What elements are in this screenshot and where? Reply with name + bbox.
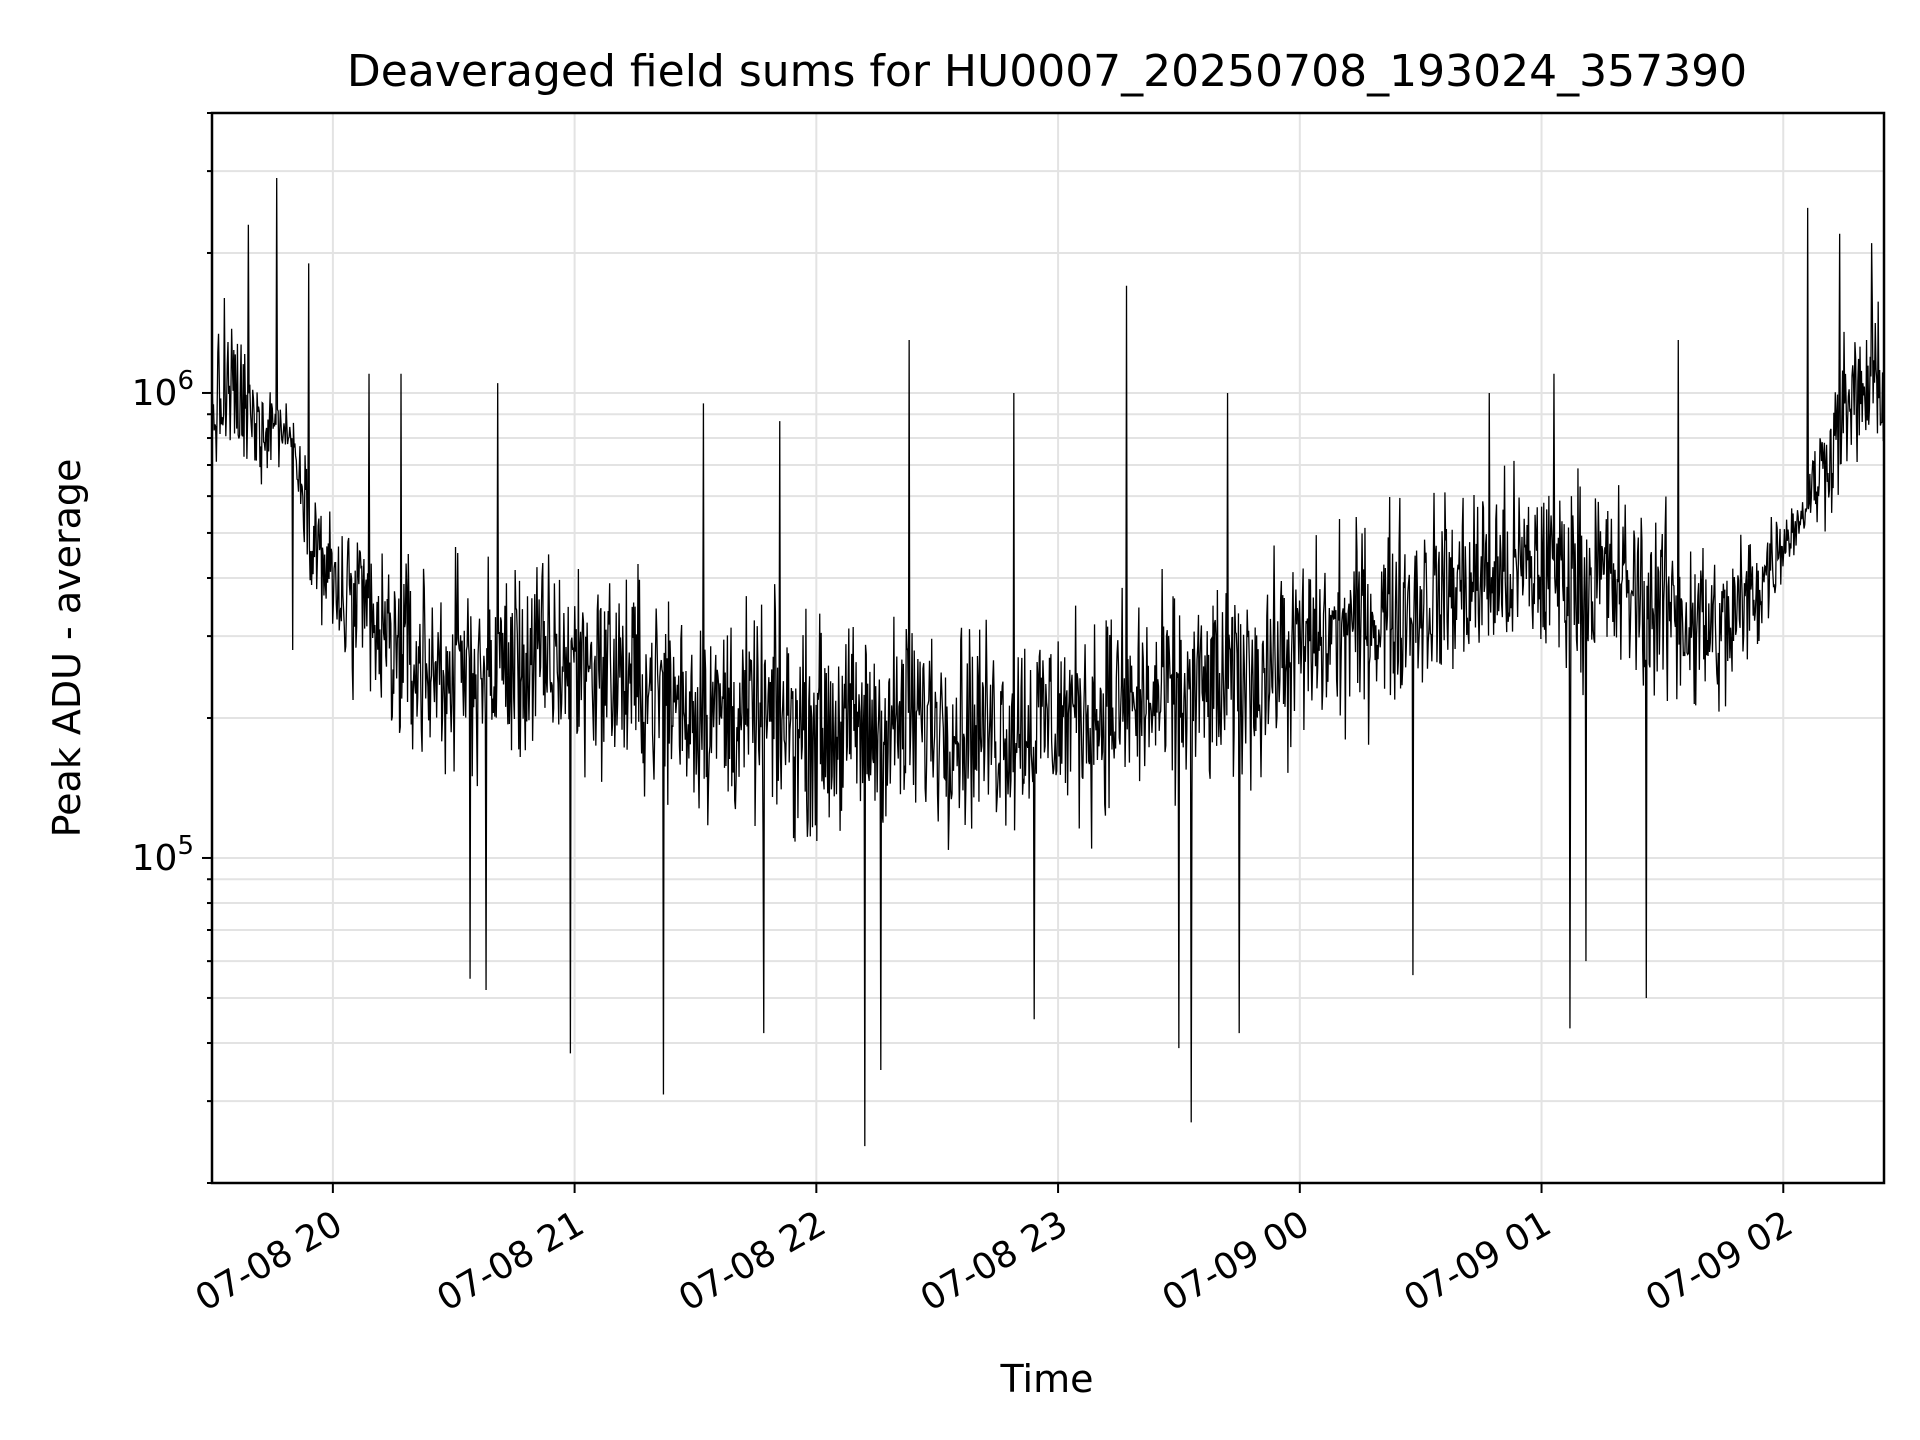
y-tick-label: 105 bbox=[132, 831, 194, 879]
y-axis-label: Peak ADU - average bbox=[45, 459, 89, 838]
y-tick-label: 106 bbox=[132, 366, 194, 414]
y-axis: 105 106 bbox=[132, 112, 212, 1184]
plot-area bbox=[211, 177, 1885, 1147]
series-line bbox=[211, 177, 1885, 1147]
plot-frame bbox=[210, 111, 1886, 1185]
x-axis-label: Time bbox=[1000, 1357, 1094, 1401]
chart-title: Deaveraged field sums for HU0007_2025070… bbox=[347, 46, 1747, 97]
